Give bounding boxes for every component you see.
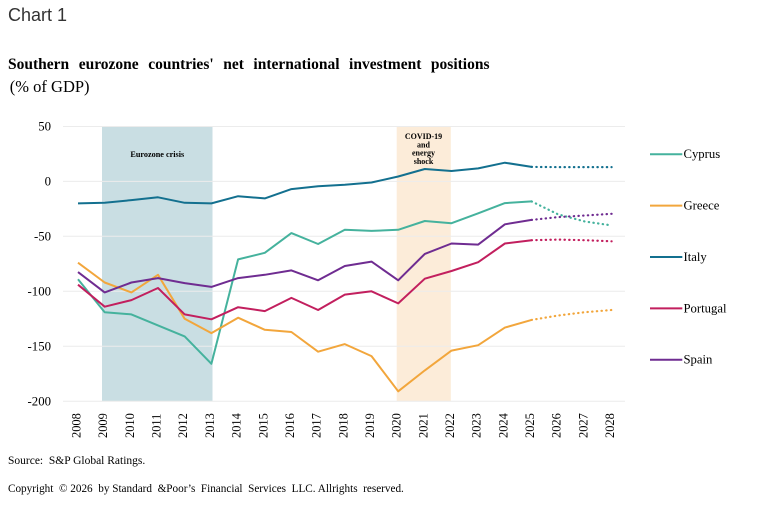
svg-text:Italy: Italy [684, 250, 708, 264]
svg-text:2026: 2026 [550, 413, 564, 438]
svg-text:-100: -100 [28, 284, 51, 298]
svg-text:2020: 2020 [390, 413, 404, 438]
svg-text:Greece: Greece [684, 199, 720, 213]
svg-text:COVID-19: COVID-19 [405, 132, 442, 141]
svg-text:2014: 2014 [230, 413, 244, 438]
svg-text:2008: 2008 [70, 413, 84, 438]
svg-text:2018: 2018 [336, 413, 350, 438]
svg-text:2013: 2013 [203, 413, 217, 438]
svg-text:0: 0 [45, 175, 51, 189]
svg-text:Portugal: Portugal [684, 301, 727, 315]
svg-text:2022: 2022 [443, 413, 457, 438]
svg-text:-200: -200 [28, 394, 51, 408]
svg-text:2017: 2017 [310, 413, 324, 438]
svg-text:energy: energy [412, 149, 435, 158]
svg-text:shock: shock [414, 157, 434, 166]
svg-text:Eurozone crisis: Eurozone crisis [130, 150, 184, 159]
svg-text:2015: 2015 [256, 413, 270, 438]
svg-text:50: 50 [38, 120, 51, 134]
svg-text:Spain: Spain [684, 353, 714, 367]
svg-text:2028: 2028 [603, 413, 617, 438]
svg-text:Cyprus: Cyprus [684, 147, 721, 161]
svg-text:and: and [417, 140, 430, 149]
svg-text:-150: -150 [28, 339, 51, 353]
svg-text:2021: 2021 [416, 413, 430, 438]
svg-text:2010: 2010 [123, 413, 137, 438]
svg-text:2011: 2011 [150, 414, 164, 438]
svg-text:2019: 2019 [363, 413, 377, 438]
svg-text:2009: 2009 [96, 413, 110, 438]
svg-text:2024: 2024 [496, 413, 510, 438]
svg-text:-50: -50 [34, 229, 51, 243]
svg-text:2027: 2027 [576, 413, 590, 438]
svg-text:2012: 2012 [176, 413, 190, 438]
svg-text:2016: 2016 [283, 413, 297, 438]
svg-text:2025: 2025 [523, 413, 537, 438]
svg-text:2023: 2023 [470, 413, 484, 438]
